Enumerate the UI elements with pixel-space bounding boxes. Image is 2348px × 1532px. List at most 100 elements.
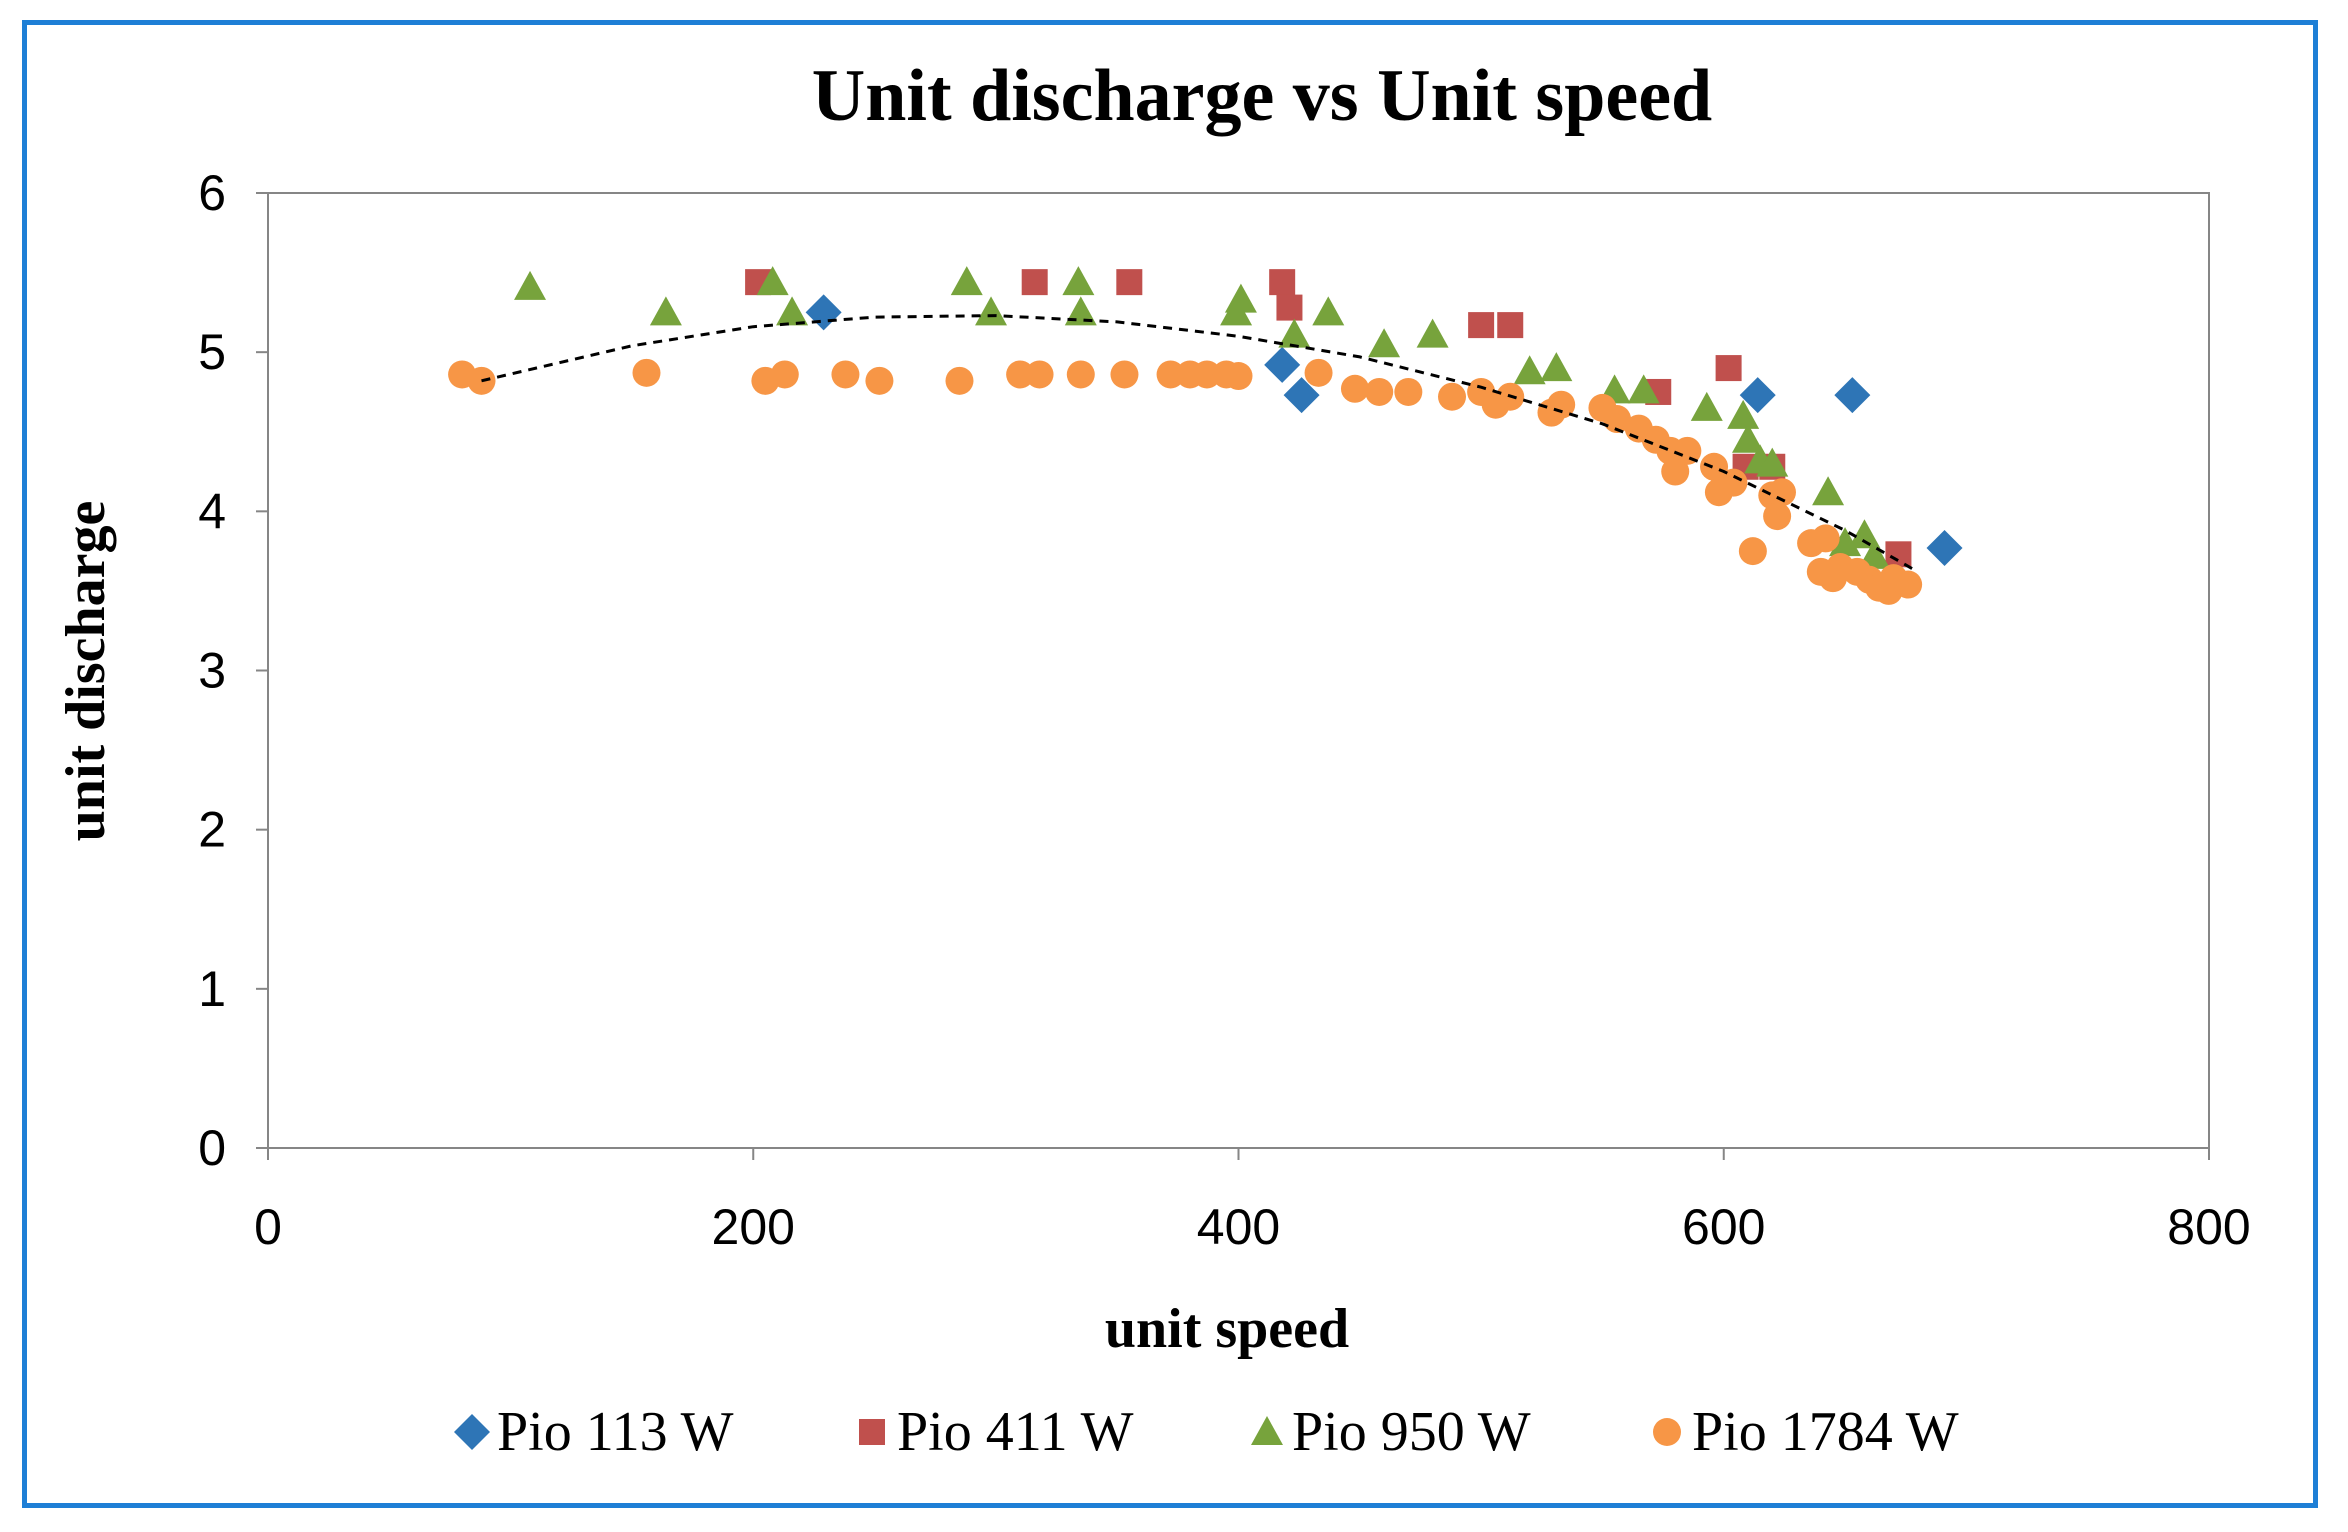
x-tick-label: 800 (2167, 1199, 2250, 1255)
legend-item: Pio 113 W (454, 1401, 734, 1463)
data-point (975, 296, 1008, 326)
data-point (1547, 390, 1576, 419)
legend-item: Pio 950 W (1251, 1401, 1531, 1463)
legend-label: Pio 411 W (897, 1401, 1134, 1463)
data-point (1661, 457, 1690, 486)
data-point (1739, 377, 1776, 414)
data-point (1719, 468, 1748, 497)
x-tick-label: 0 (254, 1199, 282, 1255)
y-axis-title: unit discharge (55, 501, 117, 842)
data-point (1727, 399, 1760, 429)
data-point (1025, 360, 1054, 389)
legend-marker (1251, 1416, 1283, 1445)
data-point (1365, 377, 1394, 406)
data-point (1006, 360, 1035, 389)
data-point (1224, 283, 1257, 313)
y-tick-label: 5 (198, 324, 226, 380)
data-point (1834, 377, 1871, 414)
data-point (632, 358, 661, 387)
chart-frame: Unit discharge vs Unit speed 0 1 2 3 4 5 6 0 20… (22, 20, 2318, 1508)
legend-marker (1653, 1418, 1681, 1446)
legend-item: Pio 1784 W (1653, 1401, 1959, 1463)
data-point (1394, 377, 1423, 406)
data-point (805, 294, 842, 331)
data-point (1513, 355, 1546, 385)
data-point (950, 266, 983, 296)
series-layer (448, 266, 1963, 605)
legend-item: Pio 411 W (859, 1401, 1134, 1463)
data-point (1690, 391, 1723, 421)
data-point (1767, 478, 1796, 507)
data-point (1756, 447, 1789, 477)
data-point (1497, 312, 1524, 339)
trendline-path (481, 314, 1919, 574)
data-point (1468, 312, 1495, 339)
data-point (1700, 452, 1729, 481)
data-point (1763, 502, 1792, 531)
y-tick-label: 4 (198, 483, 226, 539)
y-tick-label: 6 (198, 165, 226, 221)
y-tick-label: 2 (198, 802, 226, 858)
data-point (1438, 382, 1467, 411)
data-point (831, 360, 860, 389)
x-axis-title: unit speed (1105, 1298, 1349, 1360)
x-tick-label: 600 (1682, 1199, 1765, 1255)
chart: Unit discharge vs Unit speed 0 1 2 3 4 5 6 0 20… (55, 55, 2251, 1463)
data-point (1276, 294, 1303, 321)
data-point (1021, 269, 1048, 296)
series-pio-1784-w (448, 358, 1923, 605)
data-point (1304, 358, 1333, 387)
data-point (1811, 524, 1840, 553)
x-axis-ticks: 0 200 400 600 800 (254, 1148, 2251, 1255)
legend: Pio 113 W Pio 411 W Pio 950 W Pio 1784 W (454, 1401, 1959, 1463)
legend-label: Pio 1784 W (1692, 1401, 1959, 1463)
data-point (1192, 360, 1221, 389)
data-point (514, 270, 547, 300)
plot-axes (267, 192, 2210, 1149)
data-point (756, 266, 789, 296)
data-point (1829, 527, 1862, 557)
data-point (1283, 377, 1320, 414)
data-point (1540, 352, 1573, 382)
data-point (1812, 476, 1845, 506)
data-point (1738, 537, 1767, 566)
data-point (1885, 541, 1912, 568)
data-point (1848, 519, 1881, 549)
data-point (1110, 360, 1139, 389)
data-point (1416, 318, 1449, 348)
y-tick-label: 0 (198, 1120, 226, 1176)
data-point (1340, 374, 1369, 403)
series-pio-950-w (514, 266, 1891, 569)
data-point (1224, 362, 1253, 391)
data-point (770, 360, 799, 389)
data-point (865, 366, 894, 395)
data-point (1269, 269, 1296, 296)
data-point (1926, 529, 1963, 566)
plot-area-border (267, 192, 2210, 1149)
x-tick-label: 400 (1197, 1199, 1280, 1255)
data-point (1312, 296, 1345, 326)
chart-title: Unit discharge vs Unit speed (812, 55, 1712, 137)
data-point (1715, 355, 1742, 382)
data-point (1278, 318, 1311, 348)
data-point (1602, 405, 1631, 434)
data-point (1062, 266, 1095, 296)
data-point (1673, 436, 1702, 465)
y-axis-ticks: 0 1 2 3 4 5 6 (198, 165, 268, 1176)
legend-label: Pio 113 W (497, 1401, 734, 1463)
legend-marker (859, 1419, 885, 1445)
y-tick-label: 3 (198, 643, 226, 699)
data-point (649, 296, 682, 326)
y-tick-label: 1 (198, 961, 226, 1017)
data-point (1368, 328, 1401, 358)
legend-label: Pio 950 W (1292, 1401, 1531, 1463)
data-point (1116, 269, 1143, 296)
data-point (1627, 374, 1660, 404)
data-point (1264, 346, 1301, 383)
data-point (1156, 360, 1185, 389)
x-tick-label: 200 (712, 1199, 795, 1255)
data-point (1894, 570, 1923, 599)
data-point (1066, 360, 1095, 389)
data-point (945, 366, 974, 395)
data-point (1732, 423, 1765, 453)
